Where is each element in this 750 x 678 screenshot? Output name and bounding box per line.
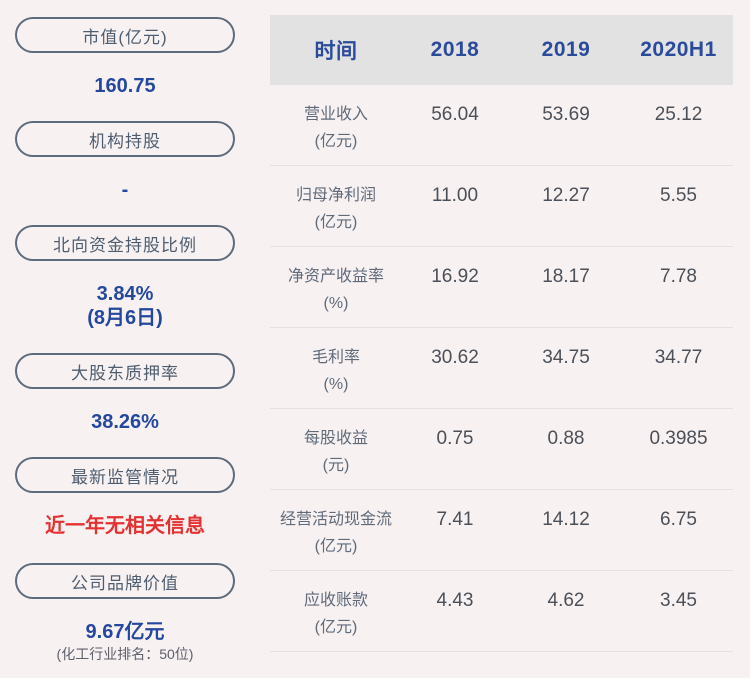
table-row-net-profit: 归母净利润 (亿元) 11.00 12.27 5.55 (270, 166, 733, 247)
row-label-text: 应收账款 (303, 592, 368, 609)
row-label: 应收账款 (亿元) (270, 587, 402, 641)
row-label: 每股收益 (元) (270, 425, 402, 479)
major-shareholder-pledge-pill: 大股东质押率 (15, 353, 235, 389)
cell-2019: 4.62 (547, 590, 585, 611)
row-label-text: 每股收益 (303, 430, 368, 447)
cell-2019: 12.27 (542, 185, 590, 206)
table-header-row: 时间 2018 2019 2020H1 (270, 15, 733, 85)
row-unit-text: (亿元) (314, 214, 358, 231)
cell-2018: 11.00 (431, 185, 479, 206)
row-label: 经营活动现金流 (亿元) (270, 506, 402, 560)
cell-2018: 16.92 (431, 266, 479, 287)
cell-2019: 18.17 (542, 266, 590, 287)
table-header-time: 时间 (314, 40, 358, 63)
table-header-2019: 2019 (541, 38, 591, 61)
cell-2018: 56.04 (431, 104, 479, 125)
market-cap-label: 市值(亿元) (82, 27, 168, 47)
row-label: 净资产收益率 (%) (270, 263, 402, 317)
brand-value-industry-rank: (化工行业排名：50位) (56, 646, 194, 662)
cell-2019: 34.75 (542, 347, 590, 368)
row-label: 毛利率 (%) (270, 344, 402, 398)
institutional-holdings-label: 机构持股 (89, 131, 161, 151)
table-header-2020h1: 2020H1 (640, 38, 717, 61)
row-unit-text: (亿元) (314, 619, 358, 636)
northbound-holding-ratio-value: 3.84% (8月6日) (15, 282, 235, 330)
cell-2020h1: 34.77 (654, 347, 703, 368)
cell-2020h1: 3.45 (660, 590, 697, 611)
cell-2019: 14.12 (542, 509, 590, 530)
northbound-ratio-date: (8月6日) (87, 307, 163, 329)
northbound-ratio-percent: 3.84% (96, 283, 154, 305)
northbound-holding-ratio-pill: 北向资金持股比例 (15, 225, 235, 261)
cell-2018: 30.62 (431, 347, 479, 368)
table-row-accounts-receivable: 应收账款 (亿元) 4.43 4.62 3.45 (270, 571, 733, 652)
row-unit-text: (%) (323, 376, 349, 393)
latest-regulation-label: 最新监管情况 (71, 467, 179, 487)
cell-2018: 4.43 (436, 590, 474, 611)
table-row-operating-cash-flow: 经营活动现金流 (亿元) 7.41 14.12 6.75 (270, 490, 733, 571)
row-label-text: 归母净利润 (295, 187, 376, 204)
brand-value-pill: 公司品牌价值 (15, 563, 235, 599)
cell-2020h1: 7.78 (660, 266, 697, 287)
row-unit-text: (亿元) (314, 133, 358, 150)
institutional-holdings-pill: 机构持股 (15, 121, 235, 157)
market-cap-pill: 市值(亿元) (15, 17, 235, 53)
table-row-eps: 每股收益 (元) 0.75 0.88 0.3985 (270, 409, 733, 490)
major-shareholder-pledge-value: 38.26% (91, 411, 159, 433)
row-label: 营业收入 (亿元) (270, 101, 402, 155)
latest-regulation-value: 近一年无相关信息 (45, 515, 205, 537)
row-unit-text: (元) (322, 457, 350, 474)
market-cap-value: 160.75 (94, 75, 156, 97)
brand-value-value: 9.67亿元 (化工行业排名：50位) (15, 620, 235, 663)
cell-2020h1: 6.75 (660, 509, 697, 530)
row-unit-text: (%) (323, 295, 349, 312)
cell-2018: 0.75 (436, 428, 474, 449)
table-row-revenue: 营业收入 (亿元) 56.04 53.69 25.12 (270, 85, 733, 166)
row-label-text: 营业收入 (303, 106, 368, 123)
row-label-text: 经营活动现金流 (279, 511, 392, 528)
cell-2020h1: 5.55 (660, 185, 697, 206)
cell-2018: 7.41 (436, 509, 474, 530)
major-shareholder-pledge-label: 大股东质押率 (71, 363, 179, 383)
northbound-holding-ratio-label: 北向资金持股比例 (53, 235, 197, 255)
row-label: 归母净利润 (亿元) (270, 182, 402, 236)
latest-regulation-pill: 最新监管情况 (15, 457, 235, 493)
cell-2020h1: 0.3985 (649, 428, 708, 449)
row-unit-text: (亿元) (314, 538, 358, 555)
row-label-text: 净资产收益率 (287, 268, 384, 285)
table-header-2018: 2018 (430, 38, 480, 61)
row-label-text: 毛利率 (311, 349, 360, 366)
cell-2019: 53.69 (542, 104, 590, 125)
table-row-roe: 净资产收益率 (%) 16.92 18.17 7.78 (270, 247, 733, 328)
cell-2020h1: 25.12 (654, 104, 703, 125)
institutional-holdings-value: - (121, 179, 129, 201)
brand-value-label: 公司品牌价值 (71, 573, 179, 593)
sidebar: 市值(亿元) 160.75 机构持股 - 北向资金持股比例 3.84% (8月6… (15, 17, 235, 678)
brand-value-amount: 9.67亿元 (85, 621, 165, 643)
table-row-gross-margin: 毛利率 (%) 30.62 34.75 34.77 (270, 328, 733, 409)
financials-table: 时间 2018 2019 2020H1 营业收入 (亿元) 56.04 53.6… (270, 15, 733, 652)
cell-2019: 0.88 (547, 428, 585, 449)
